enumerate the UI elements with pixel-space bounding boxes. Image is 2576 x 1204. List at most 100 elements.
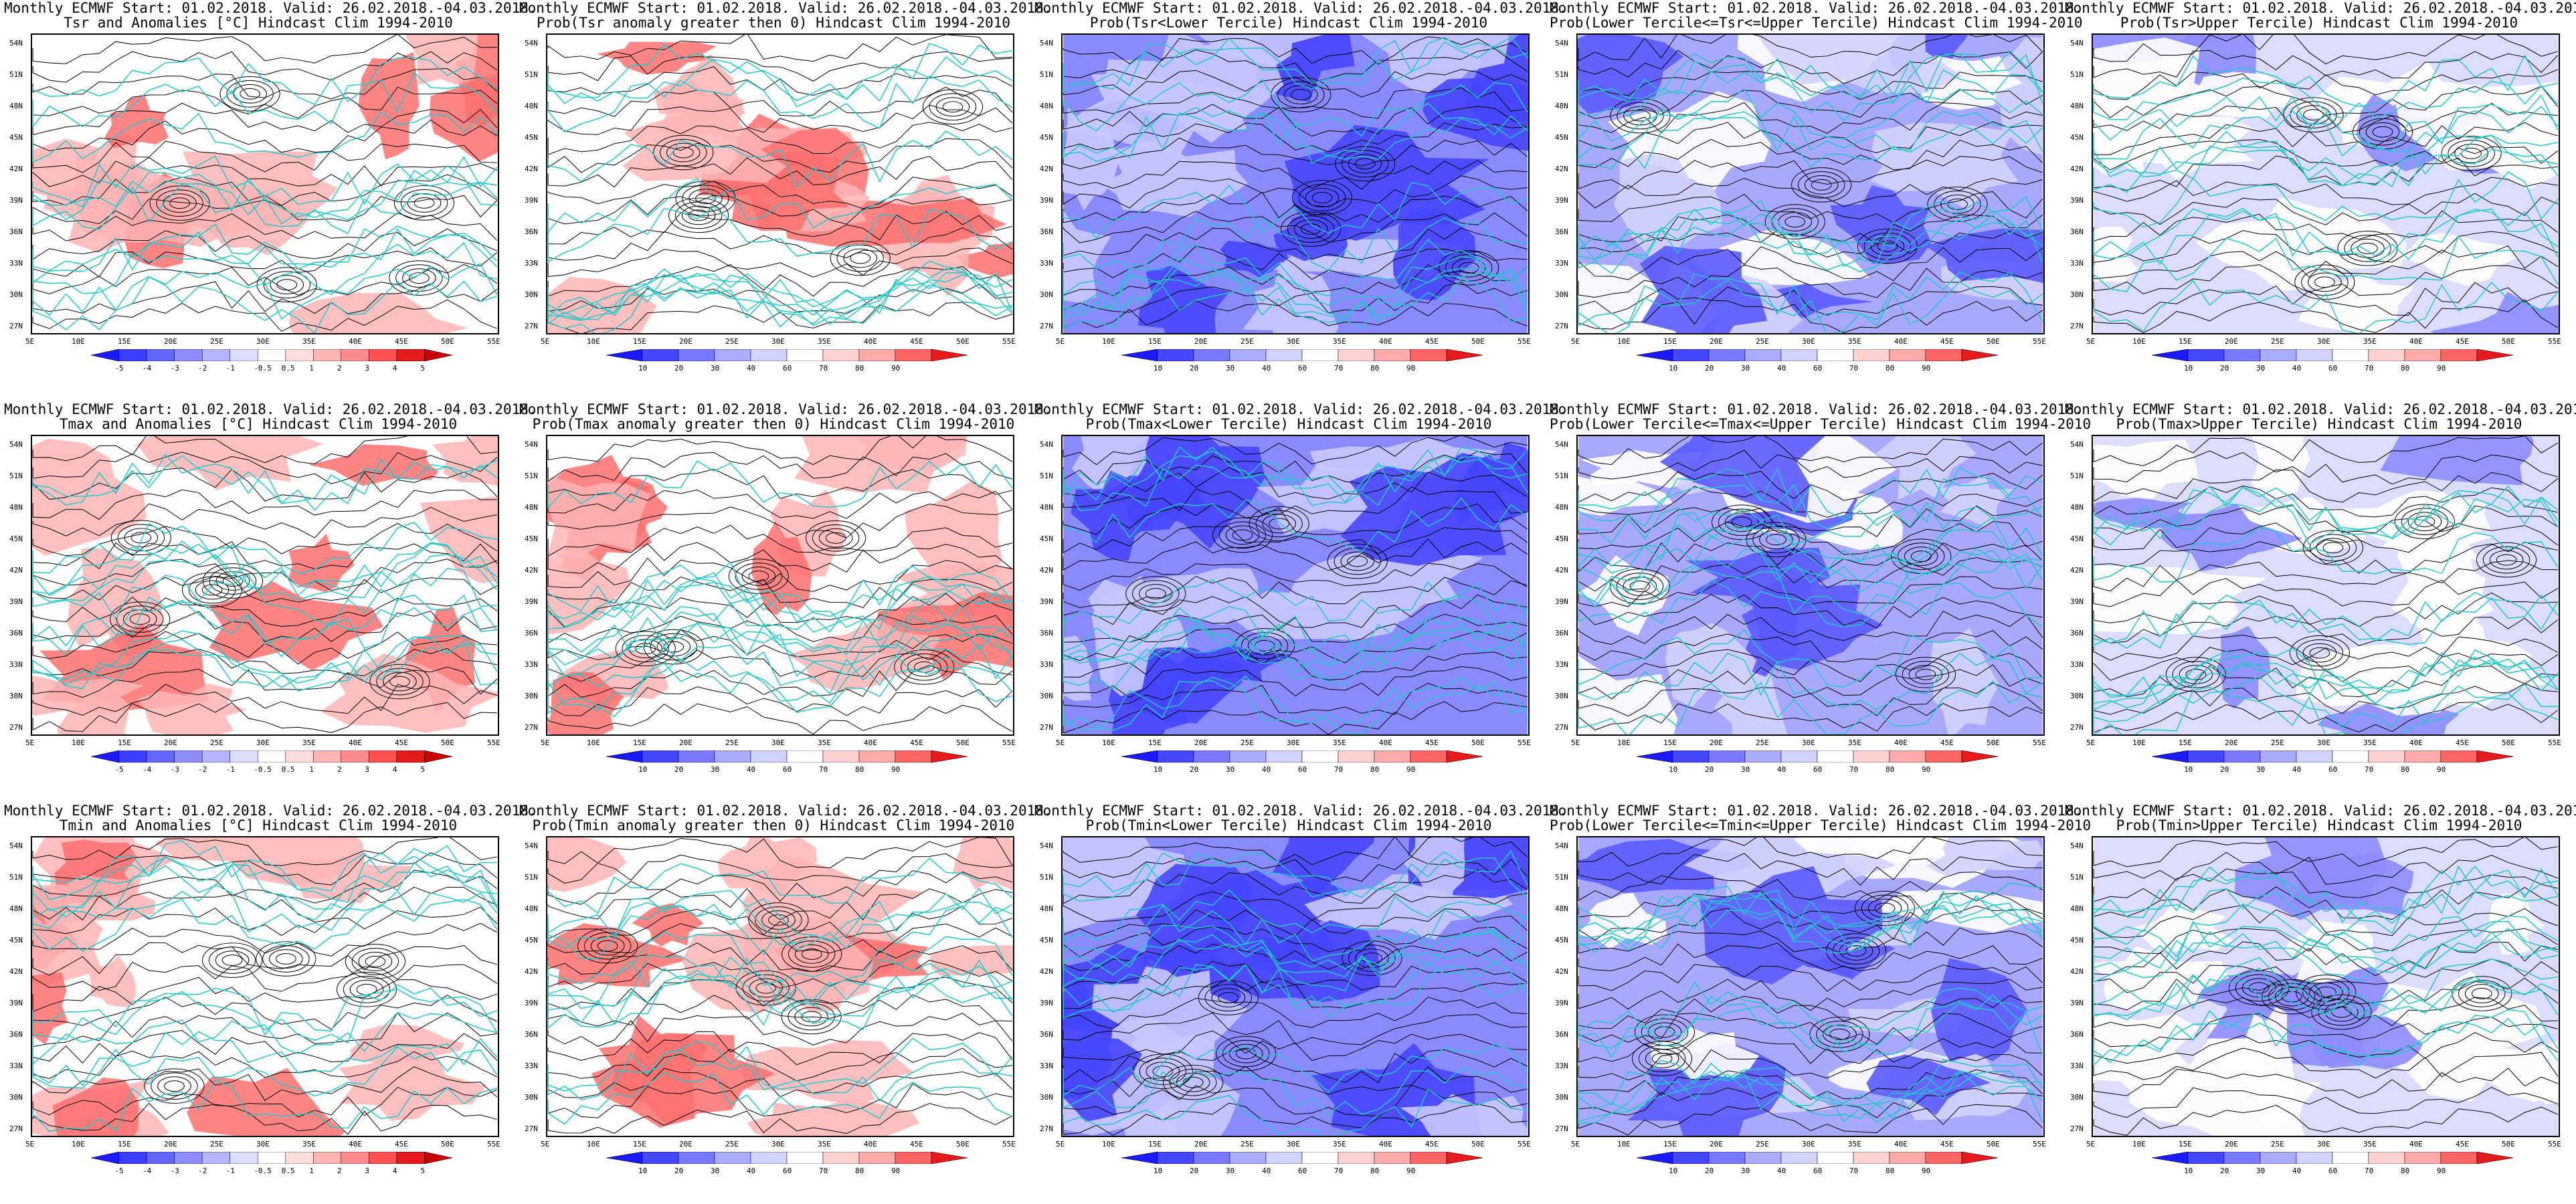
colorbar-swatch — [750, 348, 788, 362]
terrain-contour — [1712, 504, 1772, 540]
latitude-label: 54N — [2070, 440, 2084, 449]
colorbar-swatch — [1446, 750, 1483, 763]
anomaly-colorbar: -5 -4 -3 -2 -1 -0.5 0.5 1 2 3 4 5 — [84, 348, 459, 373]
terrain-contour — [1341, 150, 1389, 178]
shaded-field-area — [136, 436, 324, 491]
coastline-border — [1063, 850, 1528, 902]
latitude-label: 33N — [525, 1062, 538, 1070]
shaded-field-area — [405, 35, 478, 86]
panel-title-line2: Prob(Tmin>Upper Tercile) Hindcast Clim 1… — [2116, 817, 2522, 833]
terrain-contour — [1617, 102, 1664, 130]
colorbar-tick-label: 70 — [1334, 364, 1344, 373]
isotherm-contour — [2093, 1013, 2559, 1047]
isotherm-contour — [32, 140, 497, 173]
colorbar-tick-label: 10 — [1154, 1167, 1163, 1175]
longitude-label: 20E — [1710, 738, 1723, 747]
colorbar-swatch — [1817, 1151, 1854, 1165]
longitude-label: 55E — [2033, 738, 2046, 747]
isotherm-contour — [1063, 486, 1528, 515]
latitude-label: 51N — [2070, 873, 2084, 882]
panel-title-line1: Monthly ECMWF Start: 01.02.2018. Valid: … — [2065, 803, 2576, 819]
isotherm-contour — [1063, 227, 1528, 260]
colorbar-tick-label: 90 — [1406, 765, 1416, 774]
colorbar-tick-label: 2 — [337, 1167, 342, 1175]
isotherm-contour — [547, 211, 1013, 245]
isotherm-contour — [1578, 102, 2043, 134]
isotherm-contour — [2093, 450, 2559, 485]
terrain-contour — [1784, 216, 1806, 227]
longitude-label: 5E — [1056, 738, 1065, 747]
coastline-border — [32, 898, 498, 952]
longitude-label: 50E — [956, 738, 970, 747]
colorbar-swatch — [1301, 348, 1339, 362]
colorbar-swatch — [1636, 1151, 1673, 1165]
longitude-label: 30E — [2317, 337, 2330, 346]
colorbar-swatch — [1853, 750, 1890, 763]
isotherm-contour — [547, 853, 1012, 884]
terrain-contour — [2359, 118, 2407, 146]
longitude-label: 20E — [679, 1140, 693, 1148]
colorbar-swatch — [2440, 348, 2478, 362]
shaded-field-area — [751, 520, 812, 615]
latitude-label: 45N — [525, 133, 538, 142]
colorbar-swatch — [118, 1151, 147, 1165]
colorbar-swatch — [341, 1151, 369, 1165]
panel-title-line1: Monthly ECMWF Start: 01.02.2018. Valid: … — [1034, 0, 1568, 16]
coastline-border — [2093, 526, 2559, 583]
latitude-label: 54N — [525, 841, 538, 850]
colorbar-swatch — [1374, 348, 1411, 362]
colorbar-tick-label: -2 — [198, 364, 207, 373]
terrain-contour — [660, 138, 707, 167]
terrain-contour — [408, 272, 430, 284]
shaded-field-area — [2093, 226, 2138, 282]
coastline-border — [32, 594, 497, 649]
longitude-label: 55E — [2548, 1140, 2561, 1148]
probability-colorbar: 10 20 30 40 60 70 80 90 — [600, 1151, 974, 1175]
longitude-label: 45E — [395, 1140, 408, 1148]
colorbar-swatch — [2187, 750, 2225, 763]
isotherm-contour — [1063, 245, 1528, 280]
colorbar-swatch — [895, 750, 932, 763]
terrain-contour — [1355, 948, 1389, 968]
isotherm-contour — [1063, 575, 1528, 609]
shaded-field-area — [930, 945, 1013, 976]
coastline-border — [2093, 486, 2559, 540]
isotherm-contour — [1578, 520, 2043, 555]
colorbar-swatch — [895, 348, 932, 362]
terrain-contour — [1291, 180, 1353, 215]
panel-title-line1: Monthly ECMWF Start: 01.02.2018. Valid: … — [1550, 803, 2083, 819]
coastline-border — [32, 542, 498, 597]
colorbar-tick-label: 90 — [1406, 1167, 1416, 1175]
latitude-label: 51N — [1040, 873, 1053, 882]
isotherm-contour — [1063, 856, 1528, 882]
coastline-border — [2093, 105, 2559, 160]
coastline-border — [1578, 555, 2043, 615]
map-plot — [2092, 836, 2560, 1137]
colorbar-tick-label: 4 — [392, 765, 397, 774]
shaded-field-area — [1063, 209, 1111, 303]
forecast-panel: Monthly ECMWF Start: 01.02.2018. Valid: … — [1550, 803, 2091, 1204]
latitude-label: 48N — [2070, 102, 2084, 110]
colorbar-tick-label: 80 — [1370, 765, 1380, 774]
longitude-label: 40E — [864, 1140, 877, 1148]
colorbar-tick-label: 30 — [1226, 1167, 1235, 1175]
terrain-contour — [2496, 554, 2517, 566]
isotherm-contour — [32, 195, 498, 225]
longitude-label: 20E — [164, 1140, 177, 1148]
latitude-label: 42N — [2070, 566, 2084, 575]
colorbar-swatch — [1961, 348, 1999, 362]
probability-colorbar: 10 20 30 40 60 70 80 90 — [1630, 348, 2005, 373]
terrain-contour — [2441, 136, 2502, 171]
colorbar-swatch — [678, 348, 715, 362]
colorbar-swatch — [257, 348, 286, 362]
coastline-border — [1063, 456, 1528, 511]
isotherm-contour — [547, 994, 1012, 1027]
colorbar-tick-label: -0.5 — [254, 1167, 272, 1175]
latitude-label: 45N — [1040, 936, 1053, 944]
longitude-label: 50E — [1987, 1140, 2000, 1148]
shaded-field-area — [432, 436, 498, 486]
colorbar-tick-label: 20 — [674, 364, 684, 373]
latitude-label: 54N — [525, 440, 538, 449]
longitude-label: 15E — [1148, 738, 1162, 747]
longitude-label: 15E — [1663, 337, 1677, 346]
